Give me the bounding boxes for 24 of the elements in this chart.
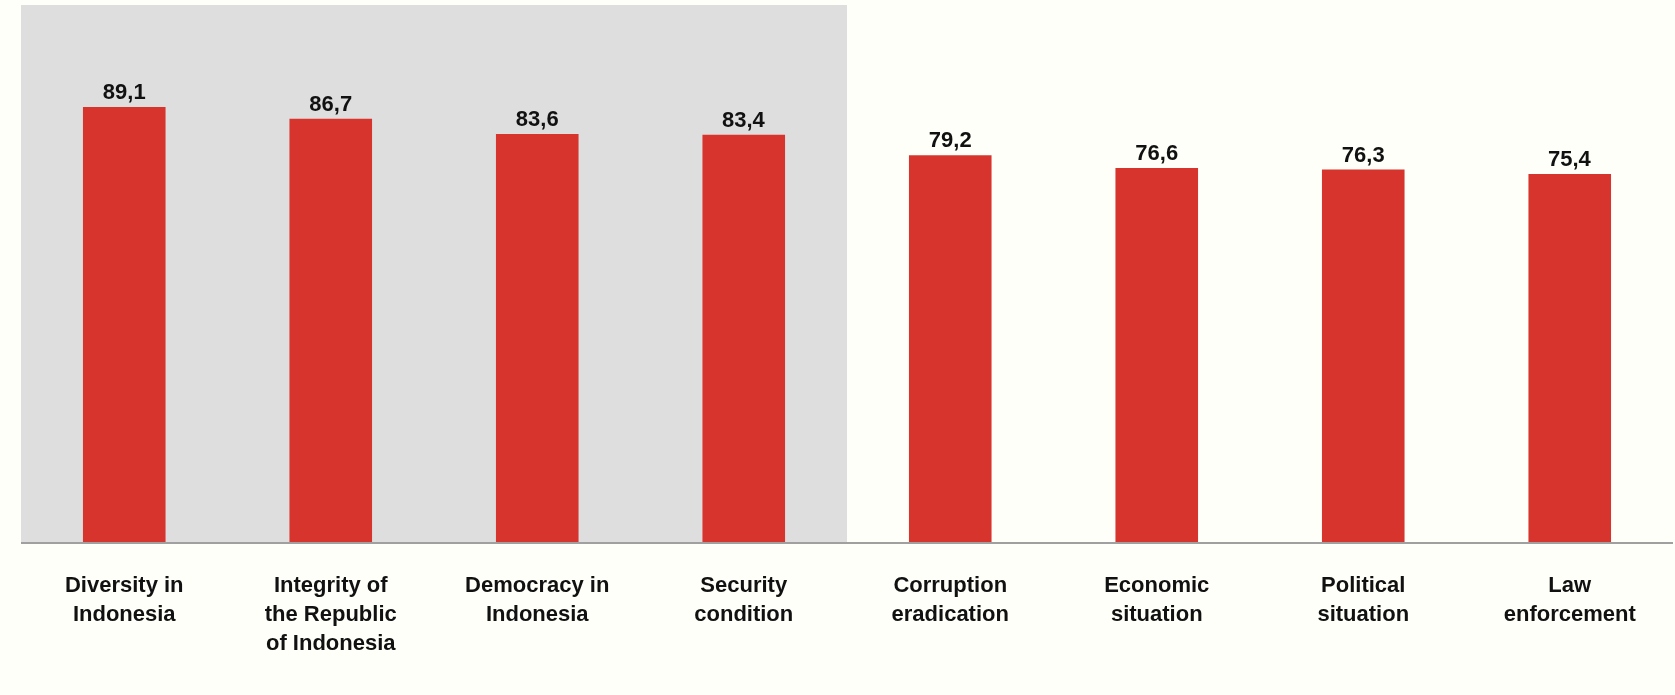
data-label: 76,6 xyxy=(1135,140,1179,166)
bar xyxy=(495,133,579,542)
x-tick-label: Political situation xyxy=(1317,572,1410,626)
x-tick-label: Security condition xyxy=(694,572,794,626)
bar xyxy=(908,155,992,542)
bar xyxy=(1321,169,1405,542)
x-tick-label: Democracy in Indonesia xyxy=(465,572,610,626)
bar xyxy=(1115,168,1199,542)
data-label: 75,4 xyxy=(1547,145,1592,171)
data-label: 79,2 xyxy=(928,127,972,153)
x-tick-label: Law enforcement xyxy=(1503,572,1637,626)
x-tick-label: Corruption eradication xyxy=(891,572,1009,626)
bar xyxy=(1528,173,1612,542)
x-tick-label: Economic situation xyxy=(1104,572,1210,626)
data-label: 83,4 xyxy=(721,106,766,132)
data-label: 89,1 xyxy=(102,79,146,105)
data-label: 86,7 xyxy=(309,90,353,116)
data-label: 76,3 xyxy=(1341,141,1385,167)
x-tick-label: Integrity of the Republic of Indonesia xyxy=(264,572,397,655)
bar xyxy=(82,107,166,542)
x-tick-label: Diversity in Indonesia xyxy=(64,572,184,626)
data-label: 83,6 xyxy=(515,105,559,131)
bar xyxy=(289,118,373,542)
bar xyxy=(702,134,786,542)
